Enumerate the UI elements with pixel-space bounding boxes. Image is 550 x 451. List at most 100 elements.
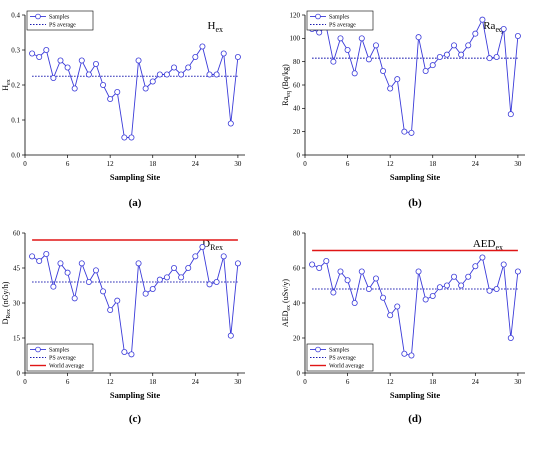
x-tick-label: 0 bbox=[303, 160, 307, 168]
sample-point bbox=[514, 268, 521, 275]
sample-point bbox=[365, 56, 372, 63]
sample-point bbox=[344, 277, 351, 284]
x-axis-label: Sampling Site bbox=[110, 172, 161, 182]
x-tick-label: 12 bbox=[107, 160, 115, 168]
sample-point bbox=[192, 253, 199, 260]
sample-point bbox=[149, 285, 156, 292]
x-tick-label: 6 bbox=[66, 378, 70, 386]
sample-point bbox=[92, 267, 99, 274]
legend-box bbox=[26, 10, 94, 31]
sample-point bbox=[156, 276, 163, 283]
sample-point bbox=[330, 58, 337, 65]
sample-point bbox=[458, 51, 465, 58]
sample-point bbox=[500, 261, 507, 268]
sample-point bbox=[422, 296, 429, 303]
sample-point bbox=[128, 134, 135, 141]
sample-point bbox=[114, 297, 121, 304]
sample-point bbox=[387, 312, 394, 319]
sample-point bbox=[443, 282, 450, 289]
legend-label: PS average bbox=[329, 356, 356, 362]
panel-raeq: 0 6 12 18 24 30 0 20 40 60 80 100 120 Sampling Site Ra… bbox=[281, 10, 525, 182]
y-tick-label: 80 bbox=[293, 58, 301, 66]
sample-point bbox=[479, 254, 486, 261]
legend: Samples PS average World average bbox=[26, 343, 94, 372]
sample-point bbox=[394, 76, 401, 83]
sample-point bbox=[394, 303, 401, 310]
sample-point bbox=[114, 89, 121, 96]
panel-caption: (d) bbox=[408, 413, 422, 425]
sample-point bbox=[100, 288, 107, 295]
sample-point bbox=[415, 268, 422, 275]
samples-line bbox=[311, 18, 519, 134]
sample-point bbox=[85, 71, 92, 78]
x-tick-label: 0 bbox=[23, 378, 27, 386]
sample-point bbox=[422, 68, 429, 75]
legend-label: World average bbox=[329, 364, 364, 370]
sample-point bbox=[472, 30, 479, 37]
sample-point bbox=[92, 61, 99, 68]
sample-point bbox=[178, 71, 185, 78]
sample-point bbox=[142, 290, 149, 297]
y-tick-label: 0 bbox=[17, 369, 21, 377]
sample-point bbox=[486, 55, 493, 62]
sample-point bbox=[43, 47, 50, 54]
x-tick-label: 24 bbox=[192, 160, 200, 168]
sample-point bbox=[220, 253, 227, 260]
y-axis-label: Hex bbox=[1, 79, 12, 90]
sample-point bbox=[163, 274, 170, 281]
sample-point bbox=[351, 299, 358, 306]
sample-point bbox=[493, 54, 500, 61]
x-tick-label: 6 bbox=[66, 160, 70, 168]
sample-point bbox=[64, 64, 71, 71]
sample-point bbox=[135, 57, 142, 64]
sample-point bbox=[178, 274, 185, 281]
sample-point bbox=[465, 42, 472, 49]
sample-point bbox=[227, 120, 234, 127]
y-axis-label: Raeq (Bq/kg) bbox=[281, 64, 292, 106]
x-axis-label: Sampling Site bbox=[390, 390, 441, 400]
y-tick-label: 15 bbox=[13, 334, 21, 342]
y-tick-label: 40 bbox=[293, 299, 301, 307]
sample-point bbox=[316, 264, 323, 271]
sample-point bbox=[43, 250, 50, 257]
x-tick-label: 0 bbox=[303, 378, 307, 386]
sample-point bbox=[387, 85, 394, 92]
legend-box bbox=[306, 10, 374, 31]
y-tick-label: 30 bbox=[13, 299, 21, 307]
y-axis-label: AEDex (uSv/y) bbox=[281, 279, 292, 327]
sample-point bbox=[128, 351, 135, 358]
panel-caption: (b) bbox=[408, 197, 422, 209]
sample-point bbox=[429, 292, 436, 299]
sample-point bbox=[213, 71, 220, 78]
panel-title: DRex bbox=[202, 238, 223, 252]
x-tick-label: 18 bbox=[149, 378, 157, 386]
y-tick-label: 80 bbox=[293, 229, 301, 237]
sample-point bbox=[220, 50, 227, 57]
panel-hex: 0 6 12 18 24 30 0.0 0.1 0.2 0.3 0.4 Sampling Site He… bbox=[1, 10, 245, 182]
y-tick-label: 60 bbox=[293, 81, 301, 89]
sample-point bbox=[443, 51, 450, 58]
x-tick-label: 0 bbox=[23, 160, 27, 168]
sample-point bbox=[316, 29, 323, 36]
sample-point bbox=[206, 281, 213, 288]
sample-point bbox=[206, 71, 213, 78]
sample-point bbox=[29, 253, 36, 260]
sample-point bbox=[71, 295, 78, 302]
y-tick-label: 0.3 bbox=[11, 46, 20, 54]
sample-point bbox=[337, 268, 344, 275]
sample-point bbox=[135, 260, 142, 267]
sample-point bbox=[199, 43, 206, 50]
legend-label: PS average bbox=[49, 23, 76, 29]
legend: Samples PS average World average bbox=[306, 343, 374, 372]
sample-point bbox=[57, 260, 64, 267]
y-tick-label: 0 bbox=[297, 369, 301, 377]
sample-point bbox=[121, 348, 128, 355]
sample-point bbox=[415, 34, 422, 41]
legend: Samples PS average bbox=[306, 10, 374, 31]
sample-point bbox=[36, 54, 43, 61]
sample-point bbox=[234, 260, 241, 267]
sample-point bbox=[408, 352, 415, 359]
legend-samples-marker bbox=[35, 13, 41, 20]
sample-point bbox=[192, 54, 199, 61]
